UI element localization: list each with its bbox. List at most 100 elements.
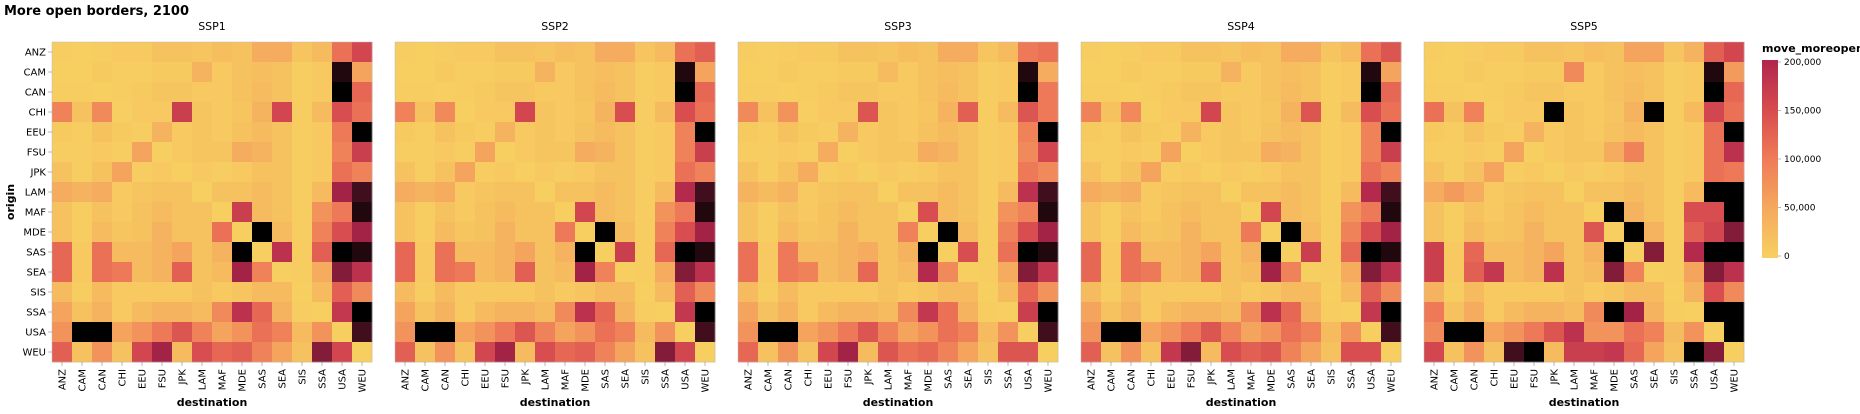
heatmap-cell <box>1018 62 1039 83</box>
heatmap-cell <box>1141 102 1162 123</box>
heatmap-cell <box>1018 102 1039 123</box>
heatmap-cell <box>292 342 313 363</box>
heatmap-cell <box>595 202 616 223</box>
heatmap-cell <box>1301 322 1322 343</box>
heatmap-cell <box>1261 222 1282 243</box>
heatmap-cell <box>1544 302 1565 323</box>
heatmap-cell <box>475 182 496 203</box>
heatmap-cell <box>655 162 676 183</box>
heatmap-cell <box>818 102 839 123</box>
x-tick-label: SAS <box>1287 369 1298 389</box>
heatmap-cell <box>1101 262 1122 283</box>
heatmap-cell <box>1201 242 1222 263</box>
heatmap-cell <box>152 42 173 63</box>
heatmap-cell <box>1644 322 1665 343</box>
heatmap-cell <box>232 82 253 103</box>
heatmap-cell <box>312 262 333 283</box>
heatmap-cell <box>435 202 456 223</box>
heatmap-cell <box>1584 282 1605 303</box>
heatmap-cell <box>475 302 496 323</box>
heatmap-cell <box>252 182 273 203</box>
heatmap-cell <box>252 202 273 223</box>
heatmap-cell <box>1121 182 1142 203</box>
heatmap-cell <box>1544 322 1565 343</box>
heatmap-cell <box>818 182 839 203</box>
heatmap-cell <box>252 82 273 103</box>
heatmap-cell <box>1241 282 1262 303</box>
heatmap-cell <box>475 122 496 143</box>
heatmap-cell <box>495 162 516 183</box>
heatmap-cell <box>1121 322 1142 343</box>
heatmap-cell <box>1664 182 1685 203</box>
heatmap-cell <box>1504 142 1525 163</box>
heatmap-cell <box>1241 302 1262 323</box>
heatmap-cell <box>1101 142 1122 163</box>
heatmap-cell <box>252 302 273 323</box>
y-tick-label: SIS <box>30 288 46 299</box>
heatmap-cell <box>838 282 859 303</box>
heatmap-cell <box>1121 262 1142 283</box>
plot-frame <box>1080 41 1402 363</box>
y-tick-label: CHI <box>29 108 46 119</box>
heatmap-cell <box>555 82 576 103</box>
heatmap-cell <box>52 262 73 283</box>
heatmap-cell <box>1584 142 1605 163</box>
heatmap-cell <box>1301 242 1322 263</box>
heatmap-cell <box>172 222 193 243</box>
heatmap-cell <box>1604 182 1625 203</box>
heatmap-cell <box>1524 82 1545 103</box>
heatmap-cell <box>1664 262 1685 283</box>
heatmap-cell <box>1361 82 1382 103</box>
heatmap-cell <box>1504 62 1525 83</box>
heatmap-cell <box>635 82 656 103</box>
heatmap-cell <box>1241 122 1262 143</box>
heatmap-cell <box>1584 42 1605 63</box>
heatmap-cell <box>1424 342 1445 363</box>
heatmap-cell <box>332 202 353 223</box>
heatmap-cell <box>1704 262 1725 283</box>
heatmap-cell <box>1101 322 1122 343</box>
heatmap-cell <box>1081 262 1102 283</box>
heatmap-cell <box>1504 322 1525 343</box>
x-tick-label: SAS <box>944 369 955 389</box>
heatmap-cell <box>615 302 636 323</box>
heatmap-cell <box>1018 162 1039 183</box>
heatmap-cell <box>292 282 313 303</box>
plot-frame <box>394 41 716 363</box>
x-tick-label: WEU <box>358 369 369 393</box>
heatmap-cell <box>1424 102 1445 123</box>
heatmap-cell <box>838 42 859 63</box>
heatmap-cell <box>1121 222 1142 243</box>
heatmap-cell <box>858 222 879 243</box>
heatmap-cell <box>395 242 416 263</box>
x-tick-label: SSA <box>1690 369 1701 389</box>
heatmap-cell <box>1321 42 1342 63</box>
heatmap-cell <box>252 122 273 143</box>
heatmap-cell <box>1724 102 1745 123</box>
heatmap-cell <box>798 302 819 323</box>
heatmap-cell <box>192 262 213 283</box>
heatmap-cell <box>1341 42 1362 63</box>
heatmap-cell <box>738 62 759 83</box>
heatmap-cell <box>595 342 616 363</box>
heatmap-cell <box>958 102 979 123</box>
heatmap-cell <box>475 142 496 163</box>
heatmap-cell <box>1201 122 1222 143</box>
heatmap-cell <box>272 342 293 363</box>
heatmap-cell <box>1704 242 1725 263</box>
heatmap-cell <box>1564 182 1585 203</box>
heatmap-cell <box>1664 282 1685 303</box>
y-tick-label: SSA <box>26 308 46 319</box>
heatmap-cell <box>1584 62 1605 83</box>
heatmap-cell <box>1361 282 1382 303</box>
heatmap-cell <box>435 342 456 363</box>
heatmap-cell <box>1018 342 1039 363</box>
heatmap-cell <box>212 342 233 363</box>
heatmap-cell <box>1644 182 1665 203</box>
heatmap-cell <box>172 102 193 123</box>
heatmap-cell <box>52 182 73 203</box>
x-tick-label: SEA <box>621 369 632 389</box>
heatmap-cell <box>1704 122 1725 143</box>
heatmap-cell <box>838 62 859 83</box>
heatmap-cell <box>958 202 979 223</box>
